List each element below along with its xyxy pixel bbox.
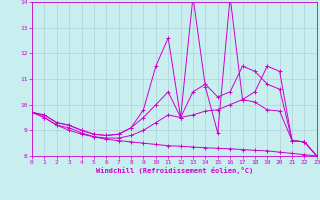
X-axis label: Windchill (Refroidissement éolien,°C): Windchill (Refroidissement éolien,°C) [96,167,253,174]
